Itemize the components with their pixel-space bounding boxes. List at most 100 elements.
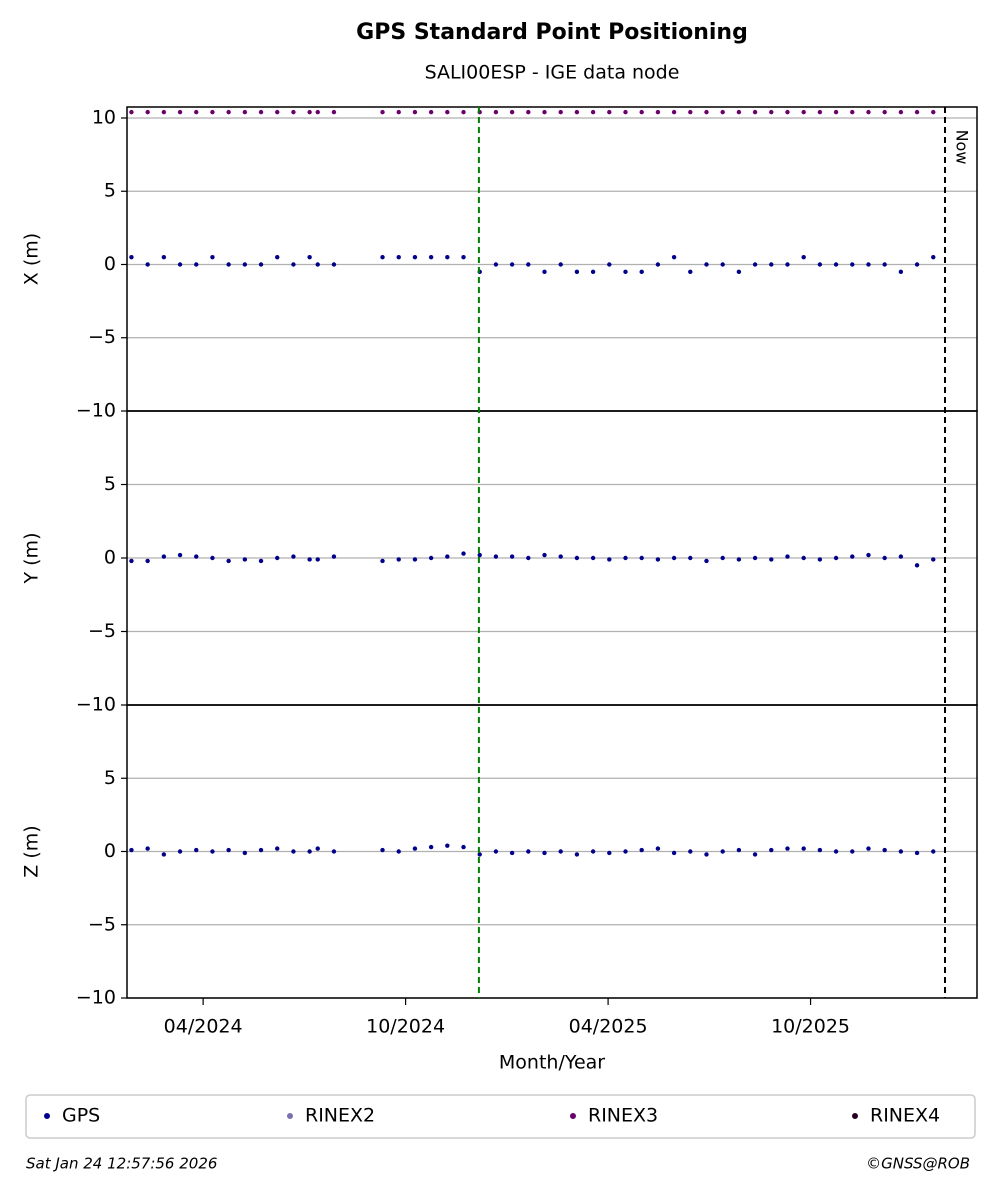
- data-point: [671, 254, 677, 260]
- data-point: [493, 109, 499, 115]
- data-point: [785, 262, 790, 267]
- data-point: [194, 847, 199, 853]
- data-point: [428, 555, 434, 561]
- marker-label: Now: [953, 130, 972, 165]
- data-point: [898, 109, 904, 115]
- data-point: [704, 262, 709, 267]
- data-point: [428, 254, 434, 260]
- data-point: [688, 109, 693, 115]
- legend-marker: [852, 1113, 858, 1119]
- y-tick-label: 10: [92, 106, 116, 128]
- data-point: [704, 109, 709, 115]
- data-point: [850, 109, 855, 115]
- data-point: [769, 262, 774, 267]
- data-point: [461, 551, 466, 556]
- data-point: [558, 554, 563, 559]
- data-point: [509, 554, 515, 559]
- data-point: [380, 109, 385, 115]
- data-point: [736, 269, 742, 275]
- data-point: [752, 262, 758, 267]
- data-point: [509, 109, 515, 115]
- y-tick-label: 0: [104, 547, 116, 569]
- data-point: [882, 555, 887, 561]
- data-point: [590, 109, 596, 115]
- y-axis-label: X (m): [21, 233, 43, 285]
- data-point: [242, 109, 248, 115]
- data-point: [258, 262, 264, 267]
- data-point: [655, 109, 661, 115]
- footer-timestamp: Sat Jan 24 12:57:56 2026: [26, 1155, 217, 1173]
- data-point: [866, 262, 871, 267]
- data-point: [477, 552, 482, 558]
- x-tick-label: 04/2025: [569, 1016, 648, 1038]
- data-point: [275, 254, 280, 260]
- data-point: [542, 269, 547, 275]
- data-point: [331, 849, 337, 854]
- data-point: [493, 554, 499, 559]
- data-point: [931, 557, 936, 562]
- data-point: [396, 849, 401, 854]
- data-point: [914, 850, 920, 856]
- data-point: [850, 554, 855, 559]
- data-point: [509, 850, 515, 856]
- data-point: [931, 109, 936, 115]
- data-point: [129, 558, 134, 564]
- data-point: [242, 557, 248, 562]
- legend-box: [25, 1094, 976, 1139]
- data-point: [396, 109, 401, 115]
- data-point: [866, 552, 871, 558]
- data-point: [671, 850, 677, 856]
- data-point: [315, 109, 320, 115]
- legend-marker: [570, 1113, 576, 1119]
- data-point: [607, 850, 612, 856]
- data-point: [752, 109, 758, 115]
- data-point: [688, 555, 693, 561]
- data-point: [428, 844, 434, 850]
- data-point: [445, 109, 450, 115]
- x-axis-label: Month/Year: [499, 1052, 605, 1074]
- data-point: [291, 262, 296, 267]
- data-point: [801, 254, 806, 260]
- data-point: [704, 558, 709, 564]
- legend-label: GPS: [62, 1105, 100, 1127]
- data-point: [655, 846, 661, 851]
- data-point: [850, 262, 855, 267]
- data-point: [129, 254, 134, 260]
- data-point: [412, 254, 418, 260]
- data-point: [720, 849, 725, 854]
- data-point: [242, 850, 248, 856]
- data-point: [914, 563, 920, 568]
- legend-label: RINEX4: [870, 1105, 940, 1127]
- data-point: [833, 262, 839, 267]
- data-point: [882, 109, 887, 115]
- data-point: [307, 109, 312, 115]
- data-point: [445, 554, 450, 559]
- data-point: [129, 109, 134, 115]
- data-point: [129, 847, 134, 853]
- data-point: [210, 555, 215, 561]
- data-point: [396, 254, 401, 260]
- data-point: [226, 262, 231, 267]
- data-point: [931, 254, 936, 260]
- data-point: [412, 109, 418, 115]
- data-point: [914, 262, 920, 267]
- data-point: [833, 555, 839, 561]
- data-point: [785, 846, 790, 851]
- data-point: [291, 109, 296, 115]
- data-point: [145, 846, 150, 851]
- data-point: [242, 262, 248, 267]
- data-point: [850, 849, 855, 854]
- data-point: [736, 847, 742, 853]
- data-point: [623, 849, 628, 854]
- data-point: [331, 109, 337, 115]
- data-point: [428, 109, 434, 115]
- data-point: [177, 849, 183, 854]
- y-tick-label: −5: [88, 326, 116, 348]
- y-tick-label: 0: [104, 840, 116, 862]
- y-axis-label: Y (m): [21, 533, 43, 585]
- data-point: [210, 849, 215, 854]
- data-point: [258, 847, 264, 853]
- data-point: [558, 109, 563, 115]
- data-point: [145, 558, 150, 564]
- y-tick-label: −5: [88, 620, 116, 642]
